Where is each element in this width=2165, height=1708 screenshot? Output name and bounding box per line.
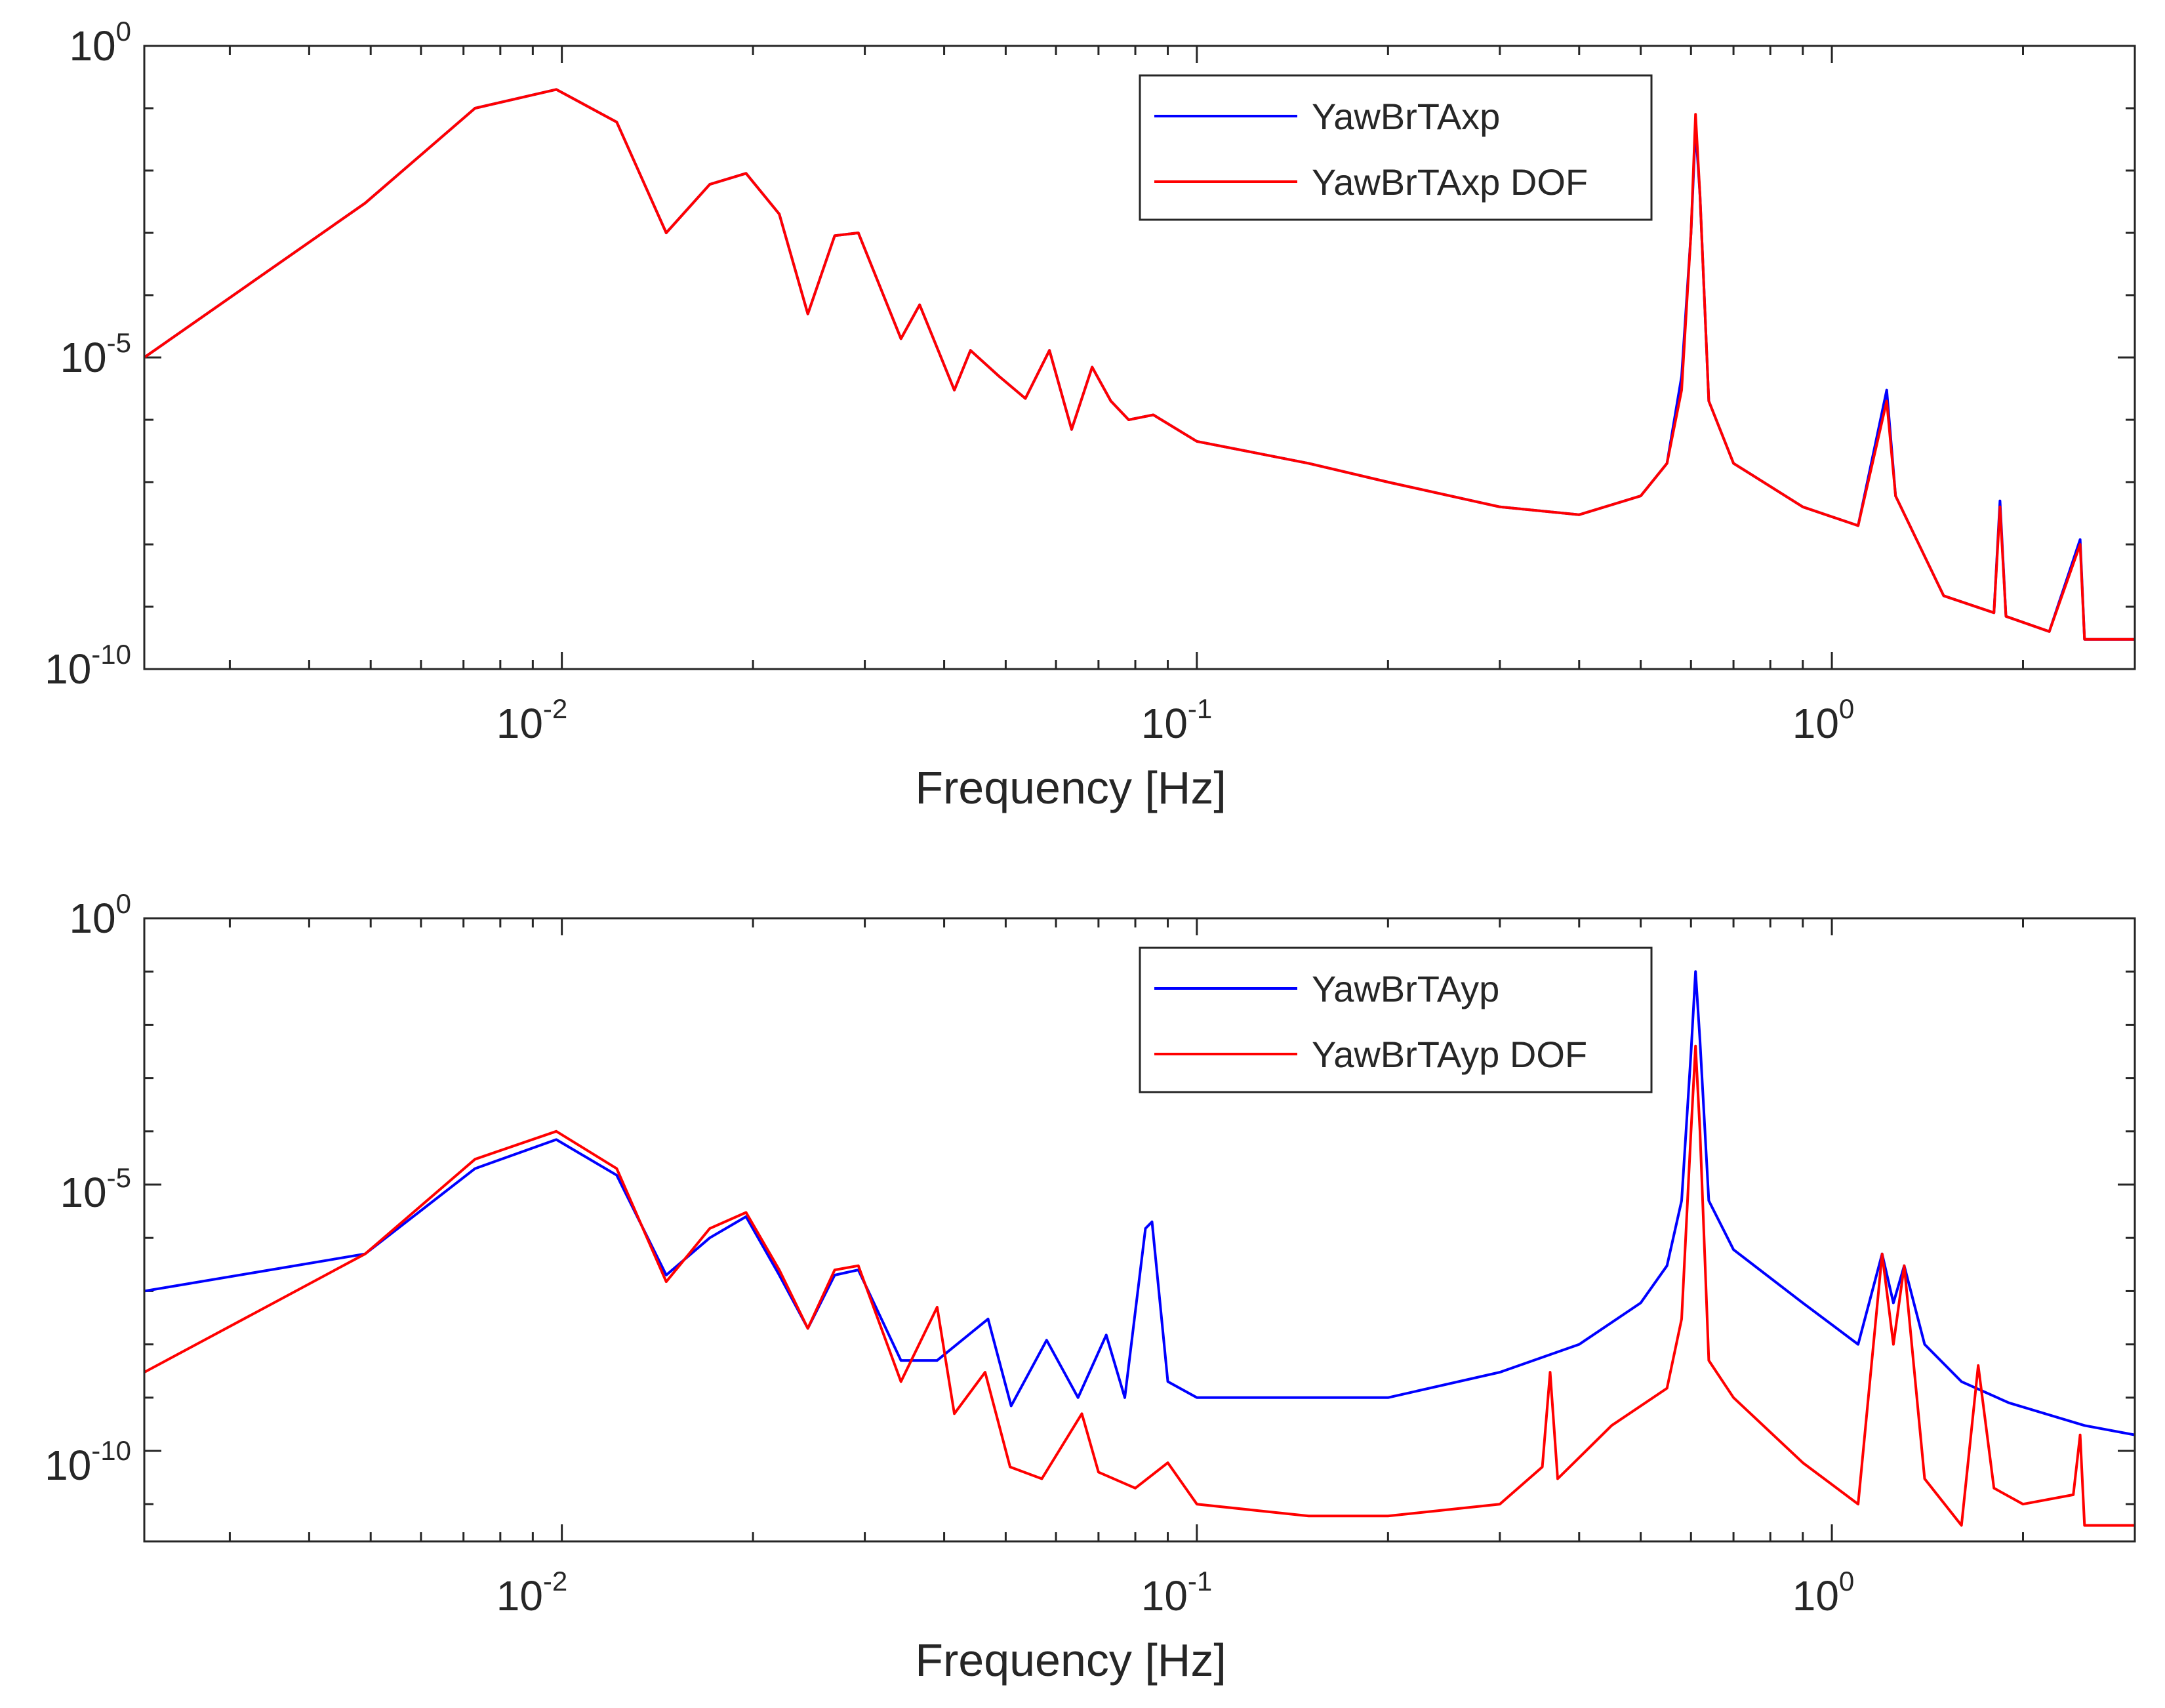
y-tick-label: 10-10: [45, 1435, 131, 1489]
x-tick-label: 10-1: [1141, 1566, 1213, 1619]
x-minor-ticks: [228, 46, 2136, 669]
legend-label: YawBrTAxp: [1312, 96, 1500, 137]
top-panel: 10-2 10-1 100 100 10-5 10-10 Frequency [Hz] Yaw…: [45, 16, 2136, 813]
x-axis-title: Frequency [Hz]: [915, 1635, 1226, 1686]
y-tick-label: 10-10: [45, 639, 131, 693]
y-tick-label: 10-5: [60, 1162, 131, 1216]
legend: YawBrTAyp YawBrTAyp DOF: [1139, 946, 1653, 1093]
y-tick-label: 100: [69, 888, 131, 942]
x-tick-label: 10-1: [1141, 693, 1213, 747]
legend-box: [1139, 946, 1653, 1093]
legend-label: YawBrTAyp DOF: [1312, 1034, 1587, 1075]
legend-label: YawBrTAyp: [1312, 968, 1499, 1009]
series-line-dof: [144, 88, 2135, 641]
series-line-primary: [144, 970, 2135, 1436]
y-tick-label: 10-5: [60, 327, 131, 381]
legend: YawBrTAxp YawBrTAxp DOF: [1139, 74, 1653, 221]
series-line-dof: [144, 1044, 2135, 1527]
legend-label: YawBrTAxp DOF: [1312, 161, 1588, 203]
axes-frame: [143, 917, 2136, 1543]
axes-frame: [143, 45, 2136, 670]
bottom-panel: 10-2 10-1 100 100 10-5 10-10 Frequency [Hz] Yaw…: [45, 888, 2136, 1686]
series-group: [144, 970, 2135, 1527]
x-tick-label: 10-2: [496, 693, 568, 747]
y-tick-label: 100: [69, 16, 131, 70]
x-tick-label: 100: [1792, 693, 1855, 747]
y-minor-ticks: [144, 917, 2135, 1505]
legend-box: [1139, 74, 1653, 221]
series-group: [144, 88, 2135, 641]
x-tick-label: 100: [1792, 1566, 1855, 1619]
x-tick-label: 10-2: [496, 1566, 568, 1619]
x-axis-title: Frequency [Hz]: [915, 762, 1226, 813]
